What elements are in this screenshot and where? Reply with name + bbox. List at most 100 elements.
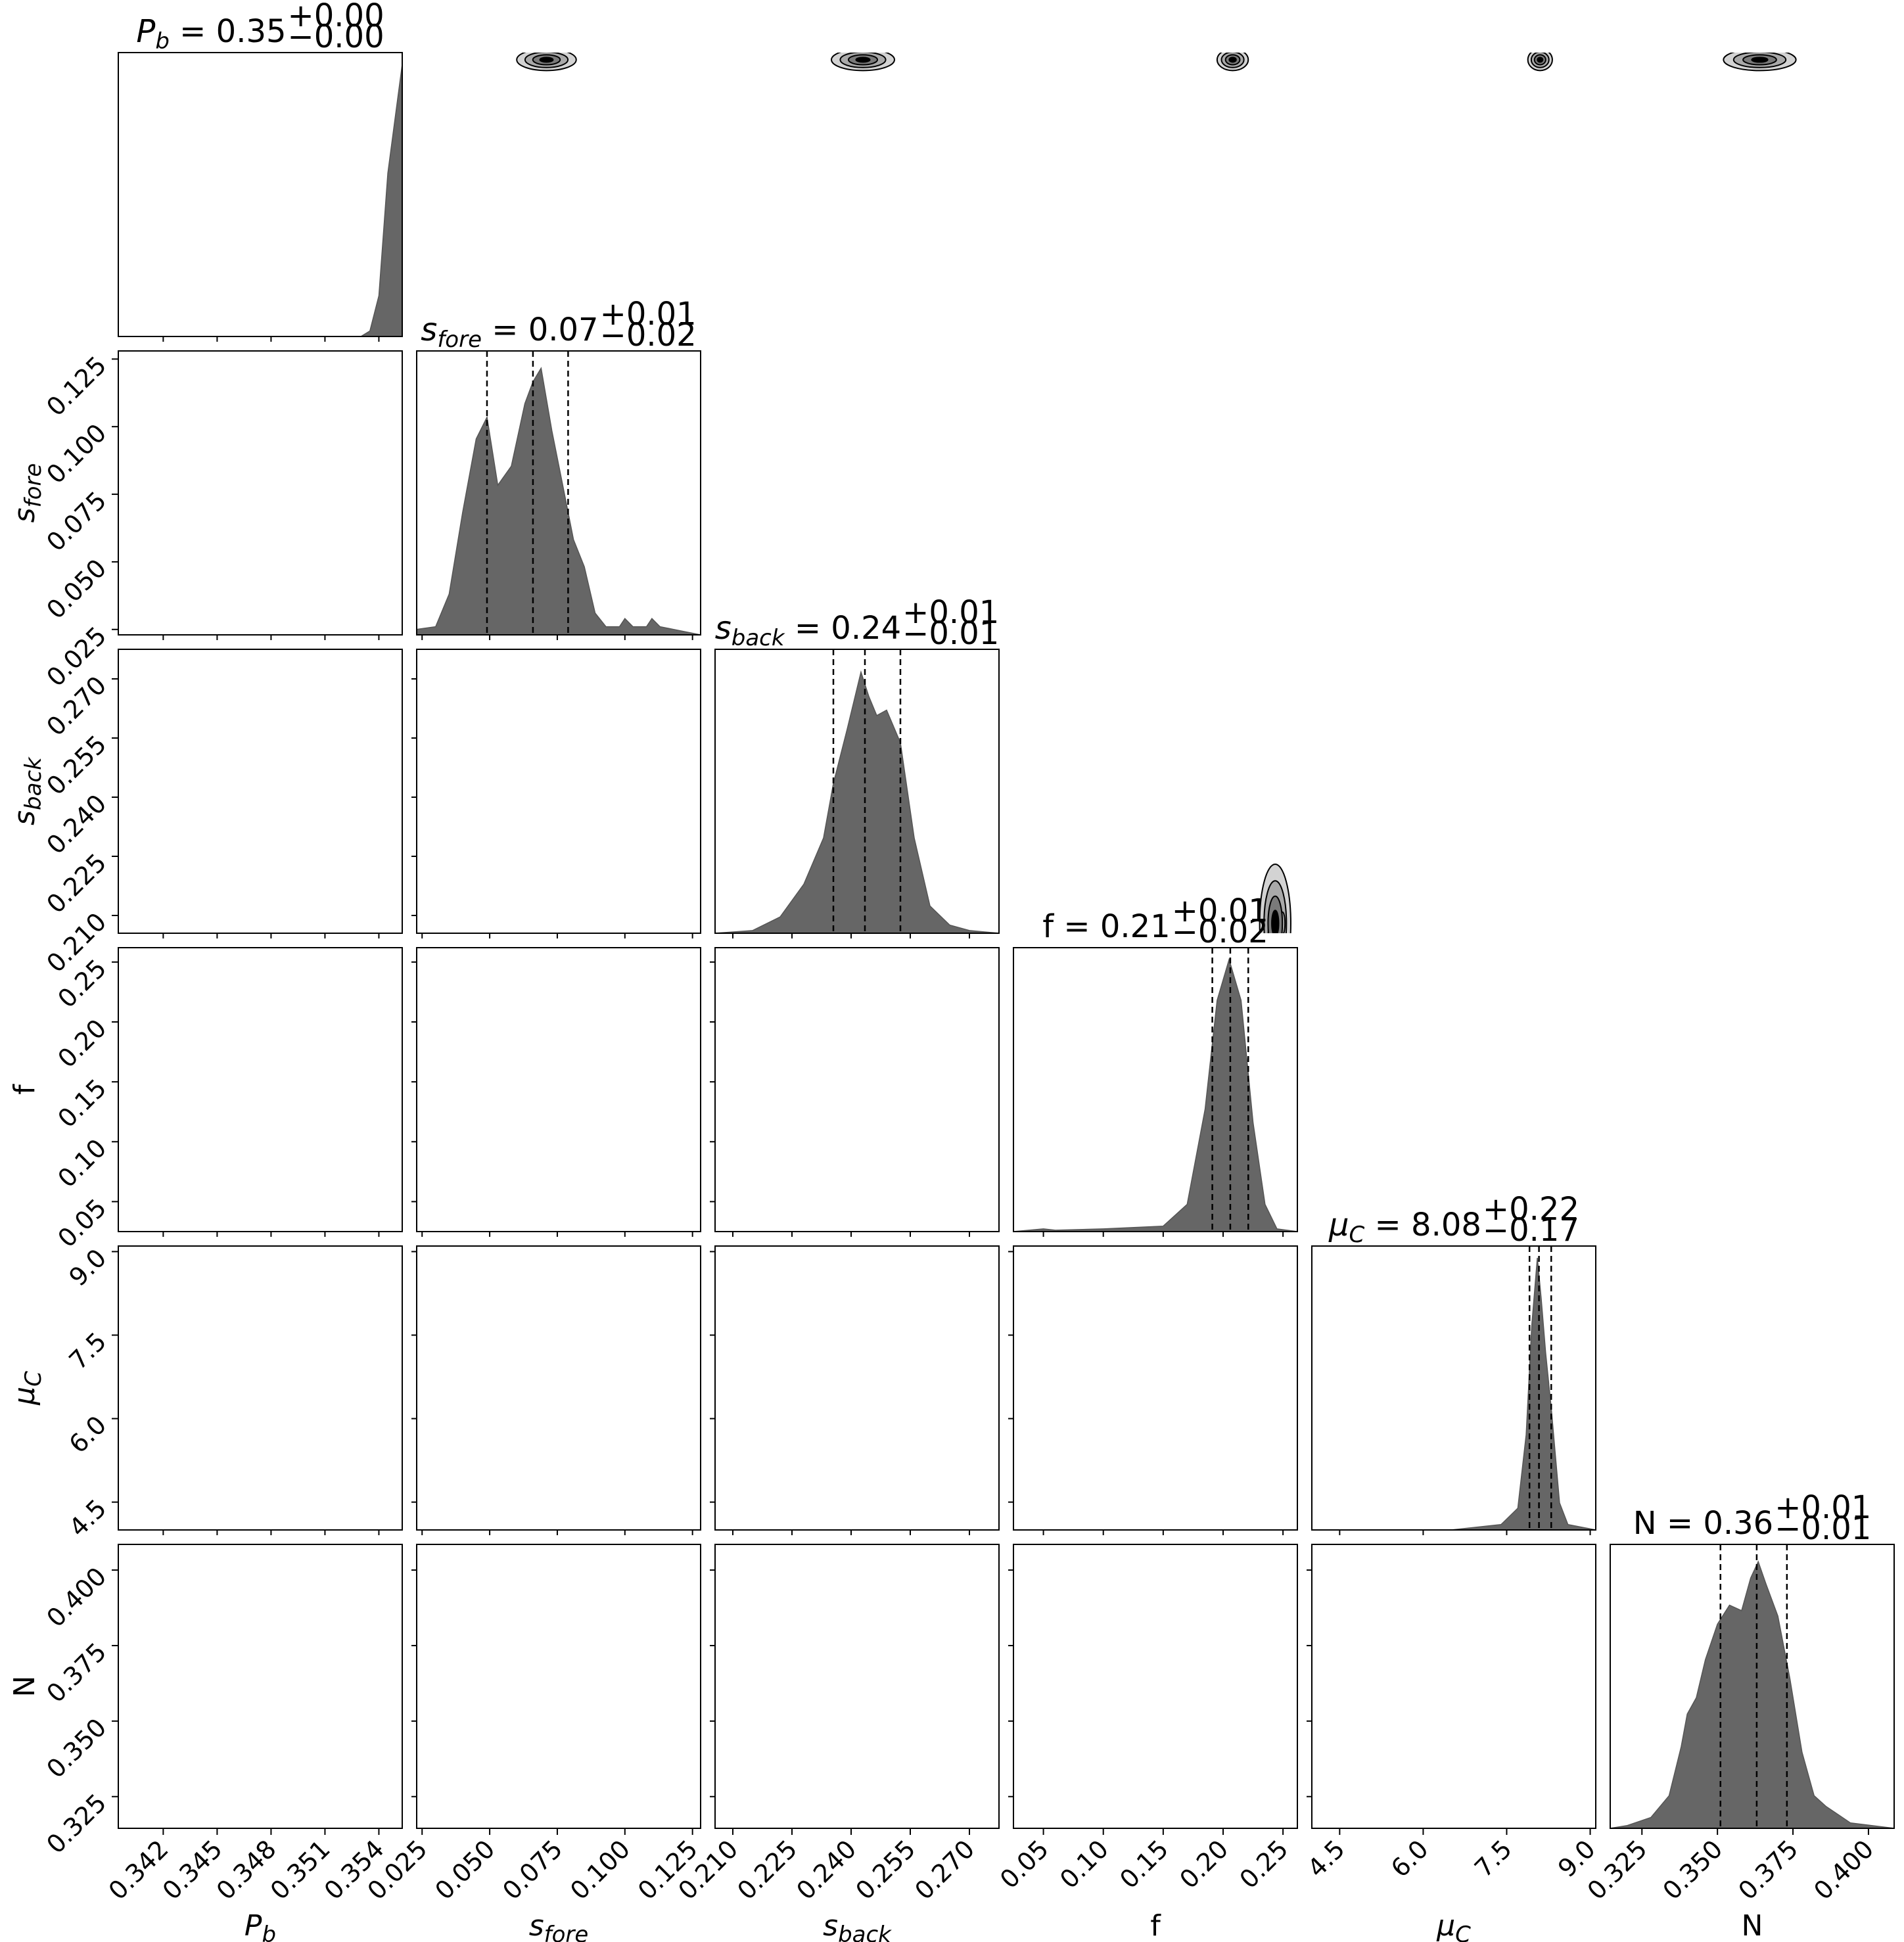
ytick-label-muC: 4.5 <box>64 1494 112 1542</box>
yaxis-label-sback-sub: back <box>20 756 47 810</box>
contour-level-3 <box>1387 300 1405 332</box>
yaxis-label-N: N <box>8 1676 41 1698</box>
ytick-label-sfore: 0.125 <box>41 351 112 422</box>
title-value: = 8.08 <box>1364 1207 1481 1243</box>
panel-frame-f-sfore <box>416 947 701 1232</box>
panel-frame-muC-muC <box>1311 1245 1596 1531</box>
xtick-label-N: 0.375 <box>1732 1834 1803 1905</box>
contour-level-2 <box>95 30 116 39</box>
panel-frame-Pb-Pb <box>118 52 403 337</box>
contour-level-1 <box>1071 95 1078 115</box>
histogram-N <box>1610 1560 1895 1829</box>
xtick-label-sfore: 0.075 <box>497 1834 568 1905</box>
contour-level-2 <box>1246 785 1313 867</box>
yaxis-label-sfore: sfore <box>8 463 47 523</box>
contour-N-sback <box>1353 245 1438 387</box>
title-lower-sfore: −0.02 <box>600 317 697 354</box>
yaxis-label-sback: sback <box>8 756 47 825</box>
contour-level-0 <box>1037 116 1049 148</box>
xtick-label-f: 0.15 <box>1114 1834 1174 1894</box>
xaxis-label-sback-sub: back <box>838 1922 892 1942</box>
xtick-label-sfore: 0.100 <box>565 1834 636 1905</box>
panel-title-sfore: sfore = 0.07 <box>421 312 598 353</box>
contour-level-1 <box>1410 273 1424 296</box>
xtick-label-Pb: 0.345 <box>157 1834 228 1905</box>
contour-f-Pb <box>1216 53 1249 72</box>
ytick-label-sback: 0.225 <box>41 848 112 919</box>
contour-level-2 <box>1274 819 1285 832</box>
xtick-label-N: 0.350 <box>1657 1834 1728 1905</box>
contour-level-3 <box>1228 57 1237 63</box>
contour-level-0 <box>1353 245 1438 387</box>
xaxis-label-Pb: Pb <box>244 1909 276 1942</box>
yaxis-label-sfore-main: s <box>8 507 41 522</box>
xtick-label-N: 0.325 <box>1582 1834 1653 1905</box>
panel-frame-N-sfore <box>416 1544 701 1829</box>
contour-level-3 <box>1271 910 1280 933</box>
contour-muC-Pb <box>1527 53 1553 72</box>
plot-text: 0.3420.3450.3480.3510.3540.0250.0250.050… <box>8 0 1879 1942</box>
title-lower-Pb: −0.00 <box>288 18 384 55</box>
xaxis-label-muC-sub: C <box>1455 1922 1471 1942</box>
ytick-label-sfore: 0.100 <box>41 418 112 489</box>
contour-level-0 <box>1383 316 1408 348</box>
panel-frame-muC-sfore <box>416 1245 701 1531</box>
xaxis-label-f: f <box>1150 1909 1161 1942</box>
xaxis-label-f-main: f <box>1150 1909 1161 1942</box>
contour-level-3 <box>1276 822 1282 829</box>
contour-level-2 <box>1390 325 1401 339</box>
title-upper-N: +0.01 <box>1775 1489 1871 1526</box>
xtick-label-sback: 0.270 <box>909 1834 980 1905</box>
contour-level-1 <box>1380 289 1393 335</box>
title-value: = 0.24 <box>785 610 902 647</box>
title-lower-sback: −0.01 <box>902 615 999 652</box>
xaxis-label-muC-main: μ <box>1436 1909 1455 1942</box>
title-upper-Pb: +0.00 <box>288 0 384 34</box>
title-value: = 0.36 <box>1657 1505 1774 1542</box>
yaxis-label-sfore-sub: fore <box>20 463 47 508</box>
contour-level-0 <box>1070 91 1080 118</box>
title-value: = 0.35 <box>170 13 287 50</box>
title-upper-sfore: +0.01 <box>600 296 697 333</box>
title-value: = 0.07 <box>482 312 599 348</box>
xaxis-label-muC: μC <box>1436 1909 1471 1942</box>
xtick-label-Pb: 0.351 <box>265 1834 336 1905</box>
panel-frame-f-f <box>1013 947 1298 1232</box>
title-symbol-sub: C <box>1349 1222 1365 1248</box>
contour-f-sfore <box>1037 91 1122 183</box>
xaxis-label-sback-main: s <box>823 1909 838 1942</box>
contour-level-0 <box>1408 269 1426 300</box>
panel-title-muC: μC = 8.08 <box>1328 1207 1481 1248</box>
ytick-label-sfore: 0.050 <box>41 553 112 624</box>
xaxis-label-N-main: N <box>1742 1909 1763 1942</box>
xtick-label-muC: 4.5 <box>1302 1834 1351 1883</box>
ytick-label-muC: 6.0 <box>64 1410 112 1459</box>
xtick-label-sback: 0.255 <box>850 1834 921 1905</box>
panel-title-Pb: Pb = 0.35 <box>136 13 286 55</box>
plot-frames <box>118 52 1895 1829</box>
contour-level-0 <box>82 24 129 45</box>
title-lower-f: −0.02 <box>1172 913 1268 950</box>
ytick-label-sfore: 0.075 <box>41 486 112 557</box>
xaxis-label-N: N <box>1742 1909 1763 1942</box>
ytick-label-N: 0.400 <box>41 1561 112 1632</box>
xtick-label-f: 0.05 <box>994 1834 1054 1894</box>
xtick-label-sfore: 0.050 <box>429 1834 500 1905</box>
contour-level-3 <box>101 32 111 37</box>
panel-frame-muC-f <box>1013 1245 1298 1531</box>
ytick-label-sback: 0.255 <box>41 729 112 800</box>
contour-level-3 <box>1751 57 1769 63</box>
xaxis-label-sfore-main: s <box>529 1909 544 1942</box>
panel-frame-N-sback <box>714 1544 1000 1829</box>
title-upper-f: +0.01 <box>1172 892 1268 929</box>
contour-level-3 <box>1263 806 1295 845</box>
histogram-Pb <box>118 64 403 337</box>
contour-level-1 <box>89 27 123 43</box>
panel-frame-sfore-sfore <box>416 350 701 636</box>
histogram-sback <box>714 670 1000 934</box>
panel-frame-sback-sback <box>714 649 1000 934</box>
contour-level-1 <box>1039 120 1048 144</box>
contour-level-3 <box>1393 329 1399 336</box>
title-symbol-sub: fore <box>437 327 482 353</box>
ytick-label-N: 0.375 <box>41 1637 112 1708</box>
